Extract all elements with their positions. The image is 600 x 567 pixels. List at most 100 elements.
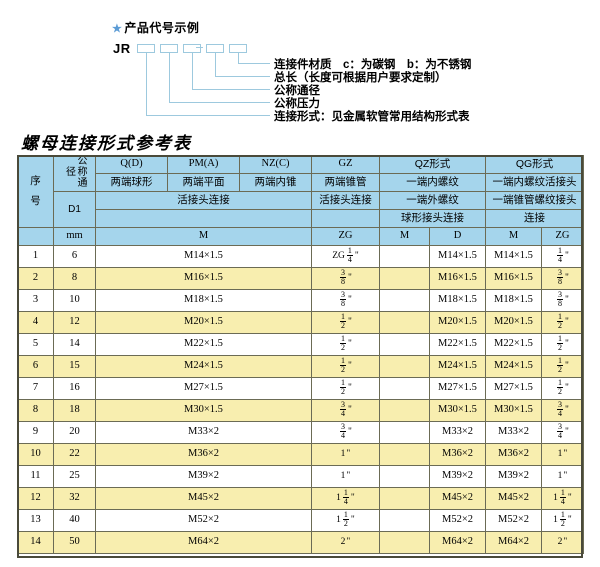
- cell-qd-thread: M24×1.5: [95, 355, 312, 378]
- header-group-blank: [95, 209, 312, 228]
- cell-qg-zg: 1 4 ": [541, 245, 584, 268]
- table-row: 5 14 M22×1.5 1 2 " M22×1.5 M22×1.5 1 2 ": [17, 333, 584, 356]
- cell-gz-size: 1 2 ": [311, 333, 380, 356]
- header-d1: D1: [53, 191, 96, 228]
- leader-line-3-vertical: [192, 53, 193, 90]
- leader-line-4-vertical: [215, 53, 216, 77]
- cell-qz-m: [379, 509, 430, 532]
- cell-seq-no: 9: [17, 421, 54, 444]
- cell-nominal-diameter: 32: [53, 487, 96, 510]
- cell-qg-m: M36×2: [485, 443, 542, 466]
- cell-qg-zg: 1 2 ": [541, 333, 584, 356]
- cell-qz-m: [379, 421, 430, 444]
- header-row-connection: D1 活接头连接 活接头连接 一端外螺纹 一端锥管螺纹接头: [18, 191, 584, 228]
- leader-line-2-vertical: [169, 53, 170, 103]
- star-icon: ★: [112, 23, 123, 35]
- header-unit-mm: mm: [53, 227, 96, 246]
- cell-gz-size: 3 4 ": [311, 399, 380, 422]
- cell-gz-size: 3 8 ": [311, 289, 380, 312]
- cell-qz-m: [379, 311, 430, 334]
- header-unit-m-group: M: [95, 227, 312, 246]
- cell-qz-d: M27×1.5: [429, 377, 486, 400]
- leader-line-3-horizontal: [192, 89, 270, 90]
- cell-qg-m: M16×1.5: [485, 267, 542, 290]
- cell-qg-zg: 1 1 4 ": [541, 487, 584, 510]
- header-desc-gz: 两端锥管: [311, 173, 380, 192]
- cell-seq-no: 5: [17, 333, 54, 356]
- table-row: 3 10 M18×1.5 3 8 " M18×1.5 M18×1.5 3 8 ": [17, 289, 584, 312]
- cell-qg-m: M33×2: [485, 421, 542, 444]
- annotation-connection-type: 连接形式：见金属软管常用结构形式表: [274, 111, 470, 123]
- header-unit-gz: ZG: [311, 227, 380, 246]
- cell-qz-m: [379, 289, 430, 312]
- cell-qz-d: M18×1.5: [429, 289, 486, 312]
- leader-line-1-vertical: [146, 53, 147, 116]
- cell-gz-size: 1 ": [311, 443, 380, 466]
- cell-gz-size: 1 1 2 ": [311, 509, 380, 532]
- cell-qg-m: M45×2: [485, 487, 542, 510]
- cell-qz-m: [379, 465, 430, 488]
- table-row: 9 20 M33×2 3 4 " M33×2 M33×2 3 4 ": [17, 421, 584, 444]
- cell-nominal-diameter: 16: [53, 377, 96, 400]
- cell-qd-thread: M14×1.5: [95, 245, 312, 268]
- annotation-material: 连接件材质 c：为碳钢 b：为不锈钢: [274, 59, 472, 71]
- cell-gz-size: ZG 1 4 ": [311, 245, 380, 268]
- cell-qz-m: [379, 245, 430, 268]
- header-row-type-desc: 两端球形 两端平面 两端内锥 两端锥管 一端内螺纹 一端内螺纹活接头: [18, 173, 584, 192]
- nut-connection-spec-table: 序 号 公称通径 Q(D) PM(A) NZ(C) GZ QZ形式 QG形式 两…: [17, 155, 584, 554]
- cell-qg-zg: 3 4 ": [541, 421, 584, 444]
- cell-qd-thread: M20×1.5: [95, 311, 312, 334]
- cell-qg-m: M20×1.5: [485, 311, 542, 334]
- cell-qg-zg: 3 8 ": [541, 267, 584, 290]
- table-row: 12 32 M45×2 1 1 4 " M45×2 M45×2 1 1 4 ": [17, 487, 584, 510]
- cell-qz-d: M14×1.5: [429, 245, 486, 268]
- product-code-diagram: ★ 产品代号示例 JR 连接件材质 c：为碳钢 b：为不锈钢 总长（长度可根据用户…: [0, 0, 600, 128]
- cell-qg-m: M14×1.5: [485, 245, 542, 268]
- header-seq-line2: 号: [30, 194, 41, 207]
- cell-qd-thread: M36×2: [95, 443, 312, 466]
- header-type-pma: PM(A): [167, 155, 240, 174]
- header-type-qg: QG形式: [485, 155, 584, 174]
- cell-nominal-diameter: 25: [53, 465, 96, 488]
- cell-qz-m: [379, 377, 430, 400]
- cell-qz-d: M45×2: [429, 487, 486, 510]
- cell-qz-m: [379, 355, 430, 378]
- cell-seq-no: 7: [17, 377, 54, 400]
- code-prefix-jr: JR: [113, 41, 131, 56]
- leader-line-4-horizontal: [215, 76, 270, 77]
- cell-qg-m: M64×2: [485, 531, 542, 554]
- cell-nominal-diameter: 20: [53, 421, 96, 444]
- cell-qd-thread: M27×1.5: [95, 377, 312, 400]
- header-qz-ball-joint: 球形接头连接: [379, 209, 486, 228]
- header-type-qd: Q(D): [95, 155, 168, 174]
- table-row: 1 6 M14×1.5 ZG 1 4 " M14×1.5 M14×1.5 1 4 ": [17, 245, 584, 268]
- cell-qg-zg: 3 4 ": [541, 399, 584, 422]
- header-gz-union-connection: 活接头连接: [311, 191, 380, 210]
- code-box-2: [160, 44, 178, 53]
- cell-seq-no: 11: [17, 465, 54, 488]
- cell-gz-size: 2 ": [311, 531, 380, 554]
- cell-nominal-diameter: 15: [53, 355, 96, 378]
- cell-qz-d: M39×2: [429, 465, 486, 488]
- cell-qz-m: [379, 531, 430, 554]
- header-unit-qz-d: D: [429, 227, 486, 246]
- cell-seq-no: 2: [17, 267, 54, 290]
- cell-qz-d: M24×1.5: [429, 355, 486, 378]
- spec-table-body: 1 6 M14×1.5 ZG 1 4 " M14×1.5 M14×1.5 1 4 " 2 8 M16×1.5…: [17, 245, 584, 554]
- cell-seq-no: 4: [17, 311, 54, 334]
- leader-line-1-horizontal: [146, 115, 270, 116]
- cell-qg-zg: 1 2 ": [541, 355, 584, 378]
- cell-qd-thread: M52×2: [95, 509, 312, 532]
- cell-nominal-diameter: 12: [53, 311, 96, 334]
- table-row: 6 15 M24×1.5 1 2 " M24×1.5 M24×1.5 1 2 ": [17, 355, 584, 378]
- cell-gz-size: 1 1 4 ": [311, 487, 380, 510]
- cell-qz-d: M52×2: [429, 509, 486, 532]
- cell-qd-thread: M30×1.5: [95, 399, 312, 422]
- code-box-4: [206, 44, 224, 53]
- cell-qg-zg: 3 8 ": [541, 289, 584, 312]
- header-type-gz: GZ: [311, 155, 380, 174]
- table-row: 13 40 M52×2 1 1 2 " M52×2 M52×2 1 1 2 ": [17, 509, 584, 532]
- header-desc-pma: 两端平面: [167, 173, 240, 192]
- cell-nominal-diameter: 10: [53, 289, 96, 312]
- leader-line-5-horizontal: [238, 63, 270, 64]
